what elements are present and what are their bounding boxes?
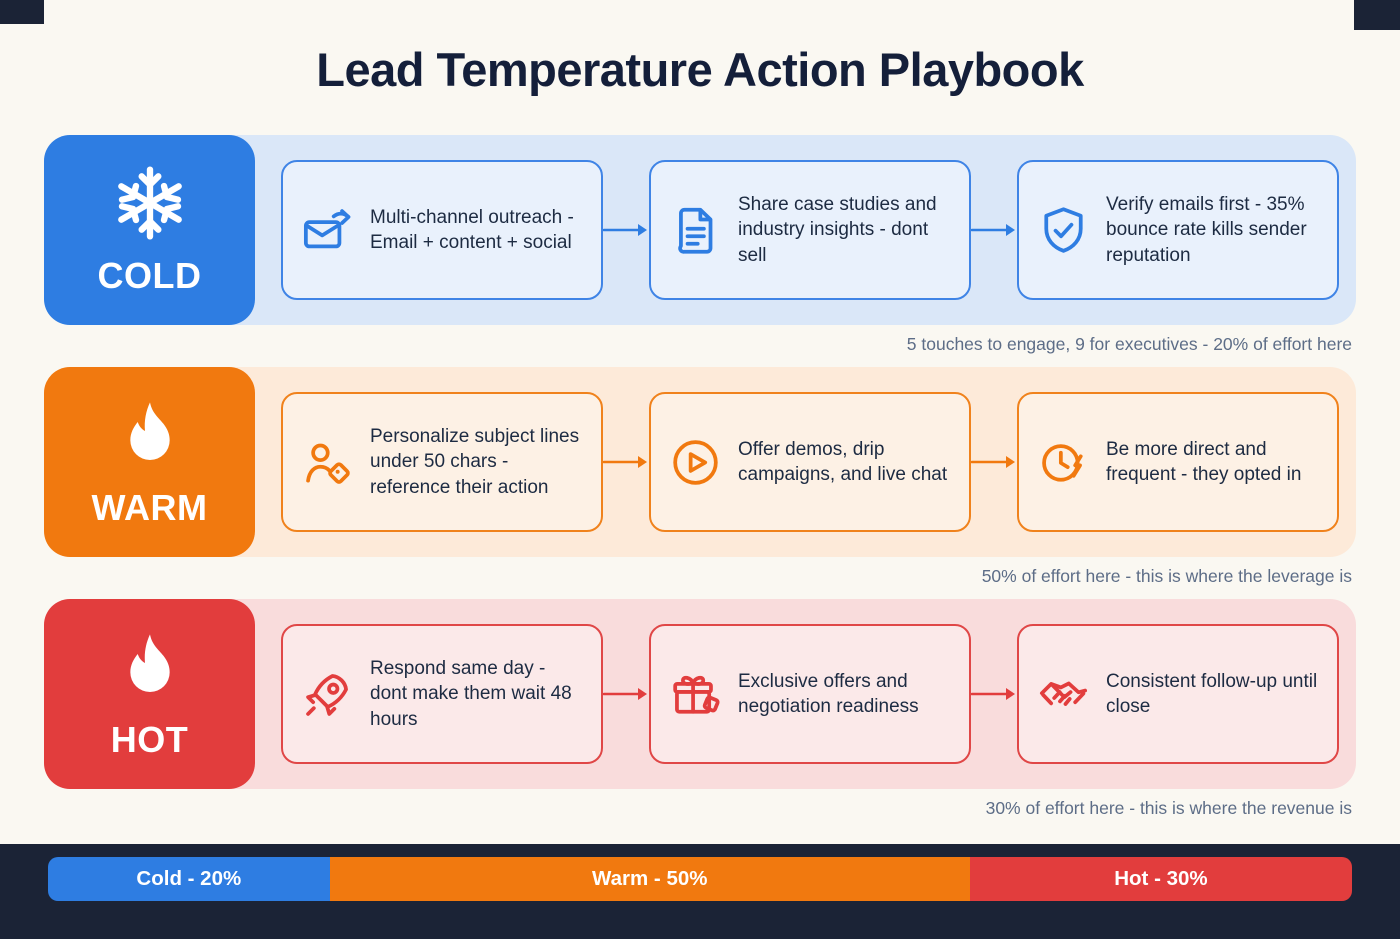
hot-row: HOT Respond same day - dont make them wa…: [44, 599, 1356, 819]
hot-card-offers: Exclusive offers and negotiation readine…: [649, 624, 971, 764]
flame-icon: [110, 627, 190, 707]
handshake-icon: [1037, 668, 1090, 721]
hot-badge-label: HOT: [110, 719, 189, 760]
cold-note: 5 touches to engage, 9 for executives - …: [906, 334, 1352, 354]
page-title: Lead Temperature Action Playbook: [316, 43, 1084, 96]
cold-row: COLD Multi-channel outreach - Email + co…: [44, 135, 1356, 355]
personalize-user-tag-icon: [301, 436, 354, 489]
warm-badge: WARM: [44, 367, 255, 557]
shield-check-icon: [1037, 204, 1090, 257]
case-study-document-icon: [669, 204, 722, 257]
cold-card-outreach-text: Multi-channel outreach - Email + content…: [370, 206, 574, 253]
warm-card-direct-frequent: Be more direct and frequent - they opted…: [1017, 392, 1339, 532]
rocket-icon: [301, 668, 354, 721]
effort-bar: Cold - 20% Warm - 50% Hot - 30%: [48, 857, 1352, 901]
hot-band: HOT Respond same day - dont make them wa…: [44, 599, 1356, 789]
flow-arrow-icon: [603, 221, 649, 239]
flow-arrow-icon: [971, 685, 1017, 703]
effort-segment-hot: Hot - 30%: [969, 857, 1352, 901]
warm-row: WARM Personalize subject lines under 50 …: [44, 367, 1356, 587]
flow-arrow-icon: [971, 221, 1017, 239]
top-left-corner-accent: [0, 0, 44, 24]
clock-bolt-icon: [1037, 436, 1090, 489]
demo-play-icon: [669, 436, 722, 489]
warm-card-personalize: Personalize subject lines under 50 chars…: [281, 392, 603, 532]
flow-arrow-icon: [603, 685, 649, 703]
email-outreach-icon: [301, 204, 354, 257]
effort-segment-cold: Cold - 20%: [48, 857, 330, 901]
top-right-corner-accent: [1354, 0, 1400, 30]
warm-card-demos-text: Offer demos, drip campaigns, and live ch…: [738, 438, 948, 485]
hot-card-respond-text: Respond same day - dont make them wait 4…: [370, 658, 572, 730]
snowflake-icon: [110, 163, 190, 243]
warm-card-demos: Offer demos, drip campaigns, and live ch…: [649, 392, 971, 532]
hot-card-respond: Respond same day - dont make them wait 4…: [281, 624, 603, 764]
cold-card-verify-emails-text: Verify emails first - 35% bounce rate ki…: [1106, 194, 1307, 266]
cold-card-outreach: Multi-channel outreach - Email + content…: [281, 160, 603, 300]
warm-band: WARM Personalize subject lines under 50 …: [44, 367, 1356, 557]
warm-card-direct-frequent-text: Be more direct and frequent - they opted…: [1106, 438, 1302, 485]
hot-note: 30% of effort here - this is where the r…: [985, 798, 1352, 818]
cold-card-case-studies: Share case studies and industry insights…: [649, 160, 971, 300]
cold-cards: Multi-channel outreach - Email + content…: [255, 135, 1365, 325]
flow-arrow-icon: [603, 453, 649, 471]
playbook-content: COLD Multi-channel outreach - Email + co…: [0, 135, 1400, 819]
warm-note: 50% of effort here - this is where the l…: [981, 566, 1352, 586]
effort-segment-warm: Warm - 50%: [329, 857, 970, 901]
cold-band: COLD Multi-channel outreach - Email + co…: [44, 135, 1356, 325]
hot-card-followup: Consistent follow-up until close: [1017, 624, 1339, 764]
cold-badge-label: COLD: [97, 255, 202, 296]
hot-badge: HOT: [44, 599, 255, 789]
flow-arrow-icon: [971, 453, 1017, 471]
hot-cards: Respond same day - dont make them wait 4…: [255, 599, 1365, 789]
warm-cards: Personalize subject lines under 50 chars…: [255, 367, 1365, 557]
effort-distribution-footer: Cold - 20% Warm - 50% Hot - 30%: [0, 844, 1400, 939]
hot-card-offers-text: Exclusive offers and negotiation readine…: [738, 670, 919, 717]
flame-icon: [110, 395, 190, 475]
gift-offer-icon: [669, 668, 722, 721]
cold-badge: COLD: [44, 135, 255, 325]
cold-card-case-studies-text: Share case studies and industry insights…: [738, 194, 937, 266]
warm-badge-label: WARM: [91, 487, 208, 528]
cold-card-verify-emails: Verify emails first - 35% bounce rate ki…: [1017, 160, 1339, 300]
warm-card-personalize-text: Personalize subject lines under 50 chars…: [370, 426, 580, 498]
hot-card-followup-text: Consistent follow-up until close: [1106, 670, 1318, 717]
